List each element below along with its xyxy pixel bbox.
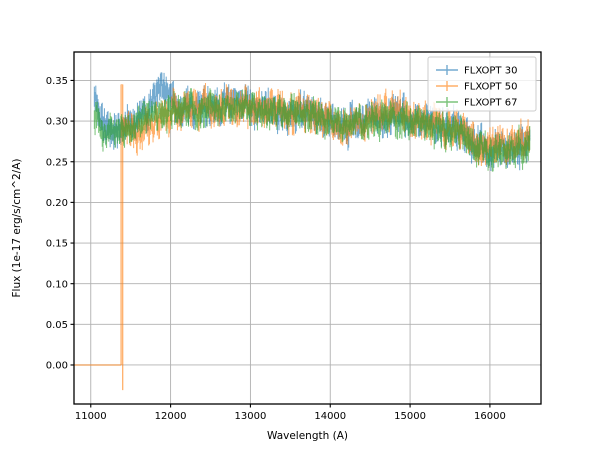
series-2-flxopt-67 xyxy=(93,88,531,172)
y-tick-label: 0.05 xyxy=(46,320,68,331)
x-tick-label: 15000 xyxy=(394,411,426,422)
x-axis-ticks: 11000 12000 13000 14000 15000 16000 xyxy=(75,404,506,422)
legend: FLXOPT 30 FLXOPT 50 FLXOPT 67 xyxy=(427,56,537,112)
x-tick-label: 13000 xyxy=(235,411,267,422)
x-tick-label: 16000 xyxy=(474,411,506,422)
y-tick-label: 0.20 xyxy=(46,198,68,209)
y-tick-label: 0.15 xyxy=(46,239,68,250)
x-tick-label: 12000 xyxy=(155,411,187,422)
axes-frame xyxy=(73,51,542,405)
legend-label: FLXOPT 30 xyxy=(464,66,517,77)
y-tick-label: 0.10 xyxy=(46,279,68,290)
x-tick-label: 11000 xyxy=(75,411,107,422)
x-axis-label: Wavelength (A) xyxy=(267,430,348,442)
y-tick-label: 0.35 xyxy=(46,76,68,87)
y-axis-label: Flux (1e-17 erg/s/cm^2/A) xyxy=(11,159,23,298)
x-tick-label: 14000 xyxy=(314,411,346,422)
y-tick-label: 0.00 xyxy=(46,361,68,372)
y-axis-ticks: 0.00 0.05 0.10 0.15 0.20 0.25 0.30 0.35 xyxy=(46,76,74,372)
y-tick-label: 0.30 xyxy=(46,117,68,128)
y-tick-label: 0.25 xyxy=(46,157,68,168)
legend-label: FLXOPT 50 xyxy=(464,82,517,93)
legend-label: FLXOPT 67 xyxy=(464,98,517,109)
